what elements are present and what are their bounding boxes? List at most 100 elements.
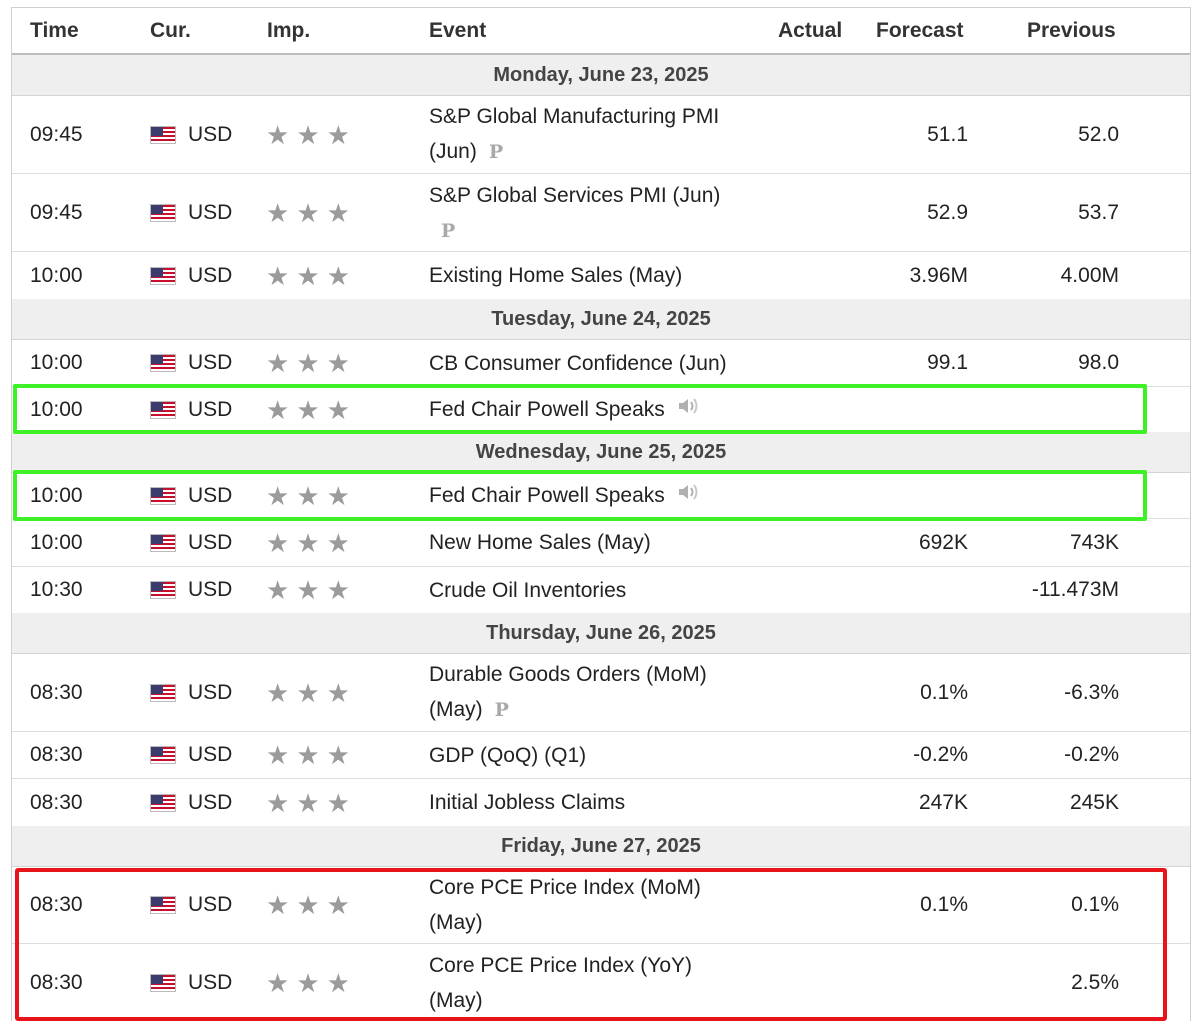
forecast-value: 52.9 bbox=[927, 200, 968, 224]
event-time: 10:00 bbox=[30, 263, 83, 287]
event-name[interactable]: S&P Global Services PMI (Jun) P bbox=[429, 174, 769, 251]
previous-value: 98.0 bbox=[1078, 351, 1119, 374]
date-row: Monday, June 23, 2025 bbox=[12, 55, 1190, 96]
event-row[interactable]: 10:30 USD ★ ★ ★ Crude Oil Inventories -11.473M bbox=[12, 567, 1190, 613]
event-time: 10:00 bbox=[30, 483, 83, 507]
event-row[interactable]: 08:30 USD ★ ★ ★ Initial Jobless Claims 247K 245… bbox=[12, 779, 1190, 826]
event-name[interactable]: GDP (QoQ) (Q1) bbox=[429, 732, 769, 778]
header-actual[interactable]: Actual bbox=[778, 19, 843, 42]
event-name[interactable]: Fed Chair Powell Speaks bbox=[429, 473, 769, 518]
header-currency[interactable]: Cur. bbox=[150, 19, 191, 42]
header-importance[interactable]: Imp. bbox=[267, 19, 311, 42]
importance-stars: ★ ★ ★ bbox=[266, 96, 357, 173]
event-name[interactable]: Core PCE Price Index (MoM) (May) bbox=[429, 867, 769, 943]
event-line: Fed Chair Powell Speaks bbox=[429, 392, 699, 428]
currency-code: USD bbox=[188, 893, 233, 916]
forecast-value: 0.1% bbox=[920, 893, 968, 916]
star-icon: ★ bbox=[296, 197, 320, 228]
event-name[interactable]: Durable Goods Orders (MoM) (May) P bbox=[429, 654, 769, 731]
star-icon: ★ bbox=[326, 119, 350, 150]
us-flag-icon bbox=[150, 400, 176, 419]
date-row: Friday, June 27, 2025 bbox=[12, 826, 1190, 867]
event-row[interactable]: 10:00 USD ★ ★ ★ Existing Home Sales (May) 3.96… bbox=[12, 252, 1190, 299]
currency-code: USD bbox=[188, 483, 233, 507]
forecast-value: 247K bbox=[918, 790, 968, 814]
star-icon: ★ bbox=[296, 394, 320, 425]
speaker-icon bbox=[677, 392, 699, 427]
event-row[interactable]: 10:00 USD ★ ★ ★ Fed Chair Powell Speaks bbox=[12, 473, 1190, 519]
event-line-text: (Jun) bbox=[429, 140, 477, 163]
event-row[interactable]: 09:45 USD ★ ★ ★ S&P Global Services PMI (Jun)… bbox=[12, 174, 1190, 252]
forecast-value bbox=[848, 387, 968, 432]
header-forecast[interactable]: Forecast bbox=[876, 19, 964, 42]
event-name[interactable]: New Home Sales (May) bbox=[429, 519, 769, 566]
event-text: S&P Global Manufacturing PMI (Jun) P bbox=[429, 99, 719, 170]
previous-value: -6.3% bbox=[1064, 680, 1119, 704]
header-time[interactable]: Time bbox=[30, 19, 79, 42]
star-icon: ★ bbox=[296, 348, 320, 378]
forecast-value: 3.96M bbox=[909, 263, 968, 287]
currency-code: USD bbox=[188, 680, 233, 704]
us-flag-icon bbox=[150, 581, 176, 599]
star-icon: ★ bbox=[296, 967, 320, 998]
us-flag-icon bbox=[150, 266, 176, 285]
us-flag-icon bbox=[150, 973, 176, 992]
event-line: P bbox=[429, 213, 720, 248]
event-text: Crude Oil Inventories bbox=[429, 573, 626, 608]
importance-stars: ★ ★ ★ bbox=[266, 779, 357, 826]
previous-value bbox=[979, 387, 1119, 432]
event-line-text: Core PCE Price Index (YoY) bbox=[429, 953, 693, 977]
event-row[interactable]: 10:00 USD ★ ★ ★ Fed Chair Powell Speaks bbox=[12, 387, 1190, 432]
event-row[interactable]: 10:00 USD ★ ★ ★ New Home Sales (May) 692K 743K bbox=[12, 519, 1190, 567]
event-currency: USD bbox=[150, 779, 232, 826]
event-currency: USD bbox=[150, 867, 232, 943]
event-line: (May) bbox=[429, 983, 692, 1018]
event-name[interactable]: Crude Oil Inventories bbox=[429, 567, 769, 613]
event-name[interactable]: CB Consumer Confidence (Jun) bbox=[429, 340, 769, 386]
event-row[interactable]: 08:30 USD ★ ★ ★ Core PCE Price Index (YoY) (Ma… bbox=[12, 944, 1190, 1021]
importance-stars: ★ ★ ★ bbox=[266, 944, 357, 1021]
event-row[interactable]: 09:45 USD ★ ★ ★ S&P Global Manufacturing PMI(… bbox=[12, 96, 1190, 174]
preliminary-icon: P bbox=[488, 141, 504, 163]
event-line: New Home Sales (May) bbox=[429, 525, 651, 560]
event-time: 09:45 bbox=[30, 200, 83, 224]
star-icon: ★ bbox=[326, 260, 350, 291]
event-text: Fed Chair Powell Speaks bbox=[429, 392, 699, 428]
event-name[interactable]: Fed Chair Powell Speaks bbox=[429, 387, 769, 432]
event-name[interactable]: S&P Global Manufacturing PMI (Jun) P bbox=[429, 96, 769, 173]
date-row: Tuesday, June 24, 2025 bbox=[12, 299, 1190, 340]
star-icon: ★ bbox=[326, 348, 350, 378]
previous-value: 4.00M bbox=[1060, 263, 1119, 287]
header-previous[interactable]: Previous bbox=[1027, 19, 1116, 42]
table-header: Time Cur. Imp. Event Actual Forecast Pre… bbox=[12, 7, 1190, 55]
importance-stars: ★ ★ ★ bbox=[266, 340, 357, 386]
event-line: Durable Goods Orders (MoM) bbox=[429, 657, 707, 692]
event-currency: USD bbox=[150, 944, 232, 1021]
event-row[interactable]: 08:30 USD ★ ★ ★ Durable Goods Orders (MoM) (Ma… bbox=[12, 654, 1190, 732]
event-time: 10:00 bbox=[30, 397, 83, 421]
event-row[interactable]: 08:30 USD ★ ★ ★ Core PCE Price Index (MoM) (Ma… bbox=[12, 867, 1190, 944]
star-icon: ★ bbox=[296, 575, 320, 605]
event-row[interactable]: 08:30 USD ★ ★ ★ GDP (QoQ) (Q1) -0.2% -0.2% bbox=[12, 732, 1190, 779]
previous-value: 52.0 bbox=[1078, 122, 1119, 146]
event-text: Initial Jobless Claims bbox=[429, 785, 625, 820]
header-event[interactable]: Event bbox=[429, 19, 487, 42]
speaker-icon bbox=[677, 478, 699, 513]
currency-code: USD bbox=[188, 351, 233, 374]
event-line-text: Existing Home Sales (May) bbox=[429, 264, 683, 287]
event-currency: USD bbox=[150, 252, 232, 299]
event-name[interactable]: Initial Jobless Claims bbox=[429, 779, 769, 826]
event-name[interactable]: Existing Home Sales (May) bbox=[429, 252, 769, 299]
event-line-text: Fed Chair Powell Speaks bbox=[429, 397, 665, 421]
us-flag-icon bbox=[150, 793, 176, 812]
forecast-value: 0.1% bbox=[920, 680, 968, 704]
event-text: Existing Home Sales (May) bbox=[429, 258, 682, 293]
event-row[interactable]: 10:00 USD ★ ★ ★ CB Consumer Confidence (Jun) 9… bbox=[12, 340, 1190, 387]
event-text: Core PCE Price Index (MoM) (May) bbox=[429, 870, 701, 940]
importance-stars: ★ ★ ★ bbox=[266, 519, 357, 566]
previous-value: 2.5% bbox=[1071, 970, 1119, 994]
star-icon: ★ bbox=[266, 480, 290, 511]
us-flag-icon bbox=[150, 354, 176, 372]
star-icon: ★ bbox=[296, 890, 320, 920]
event-name[interactable]: Core PCE Price Index (YoY) (May) bbox=[429, 944, 769, 1021]
